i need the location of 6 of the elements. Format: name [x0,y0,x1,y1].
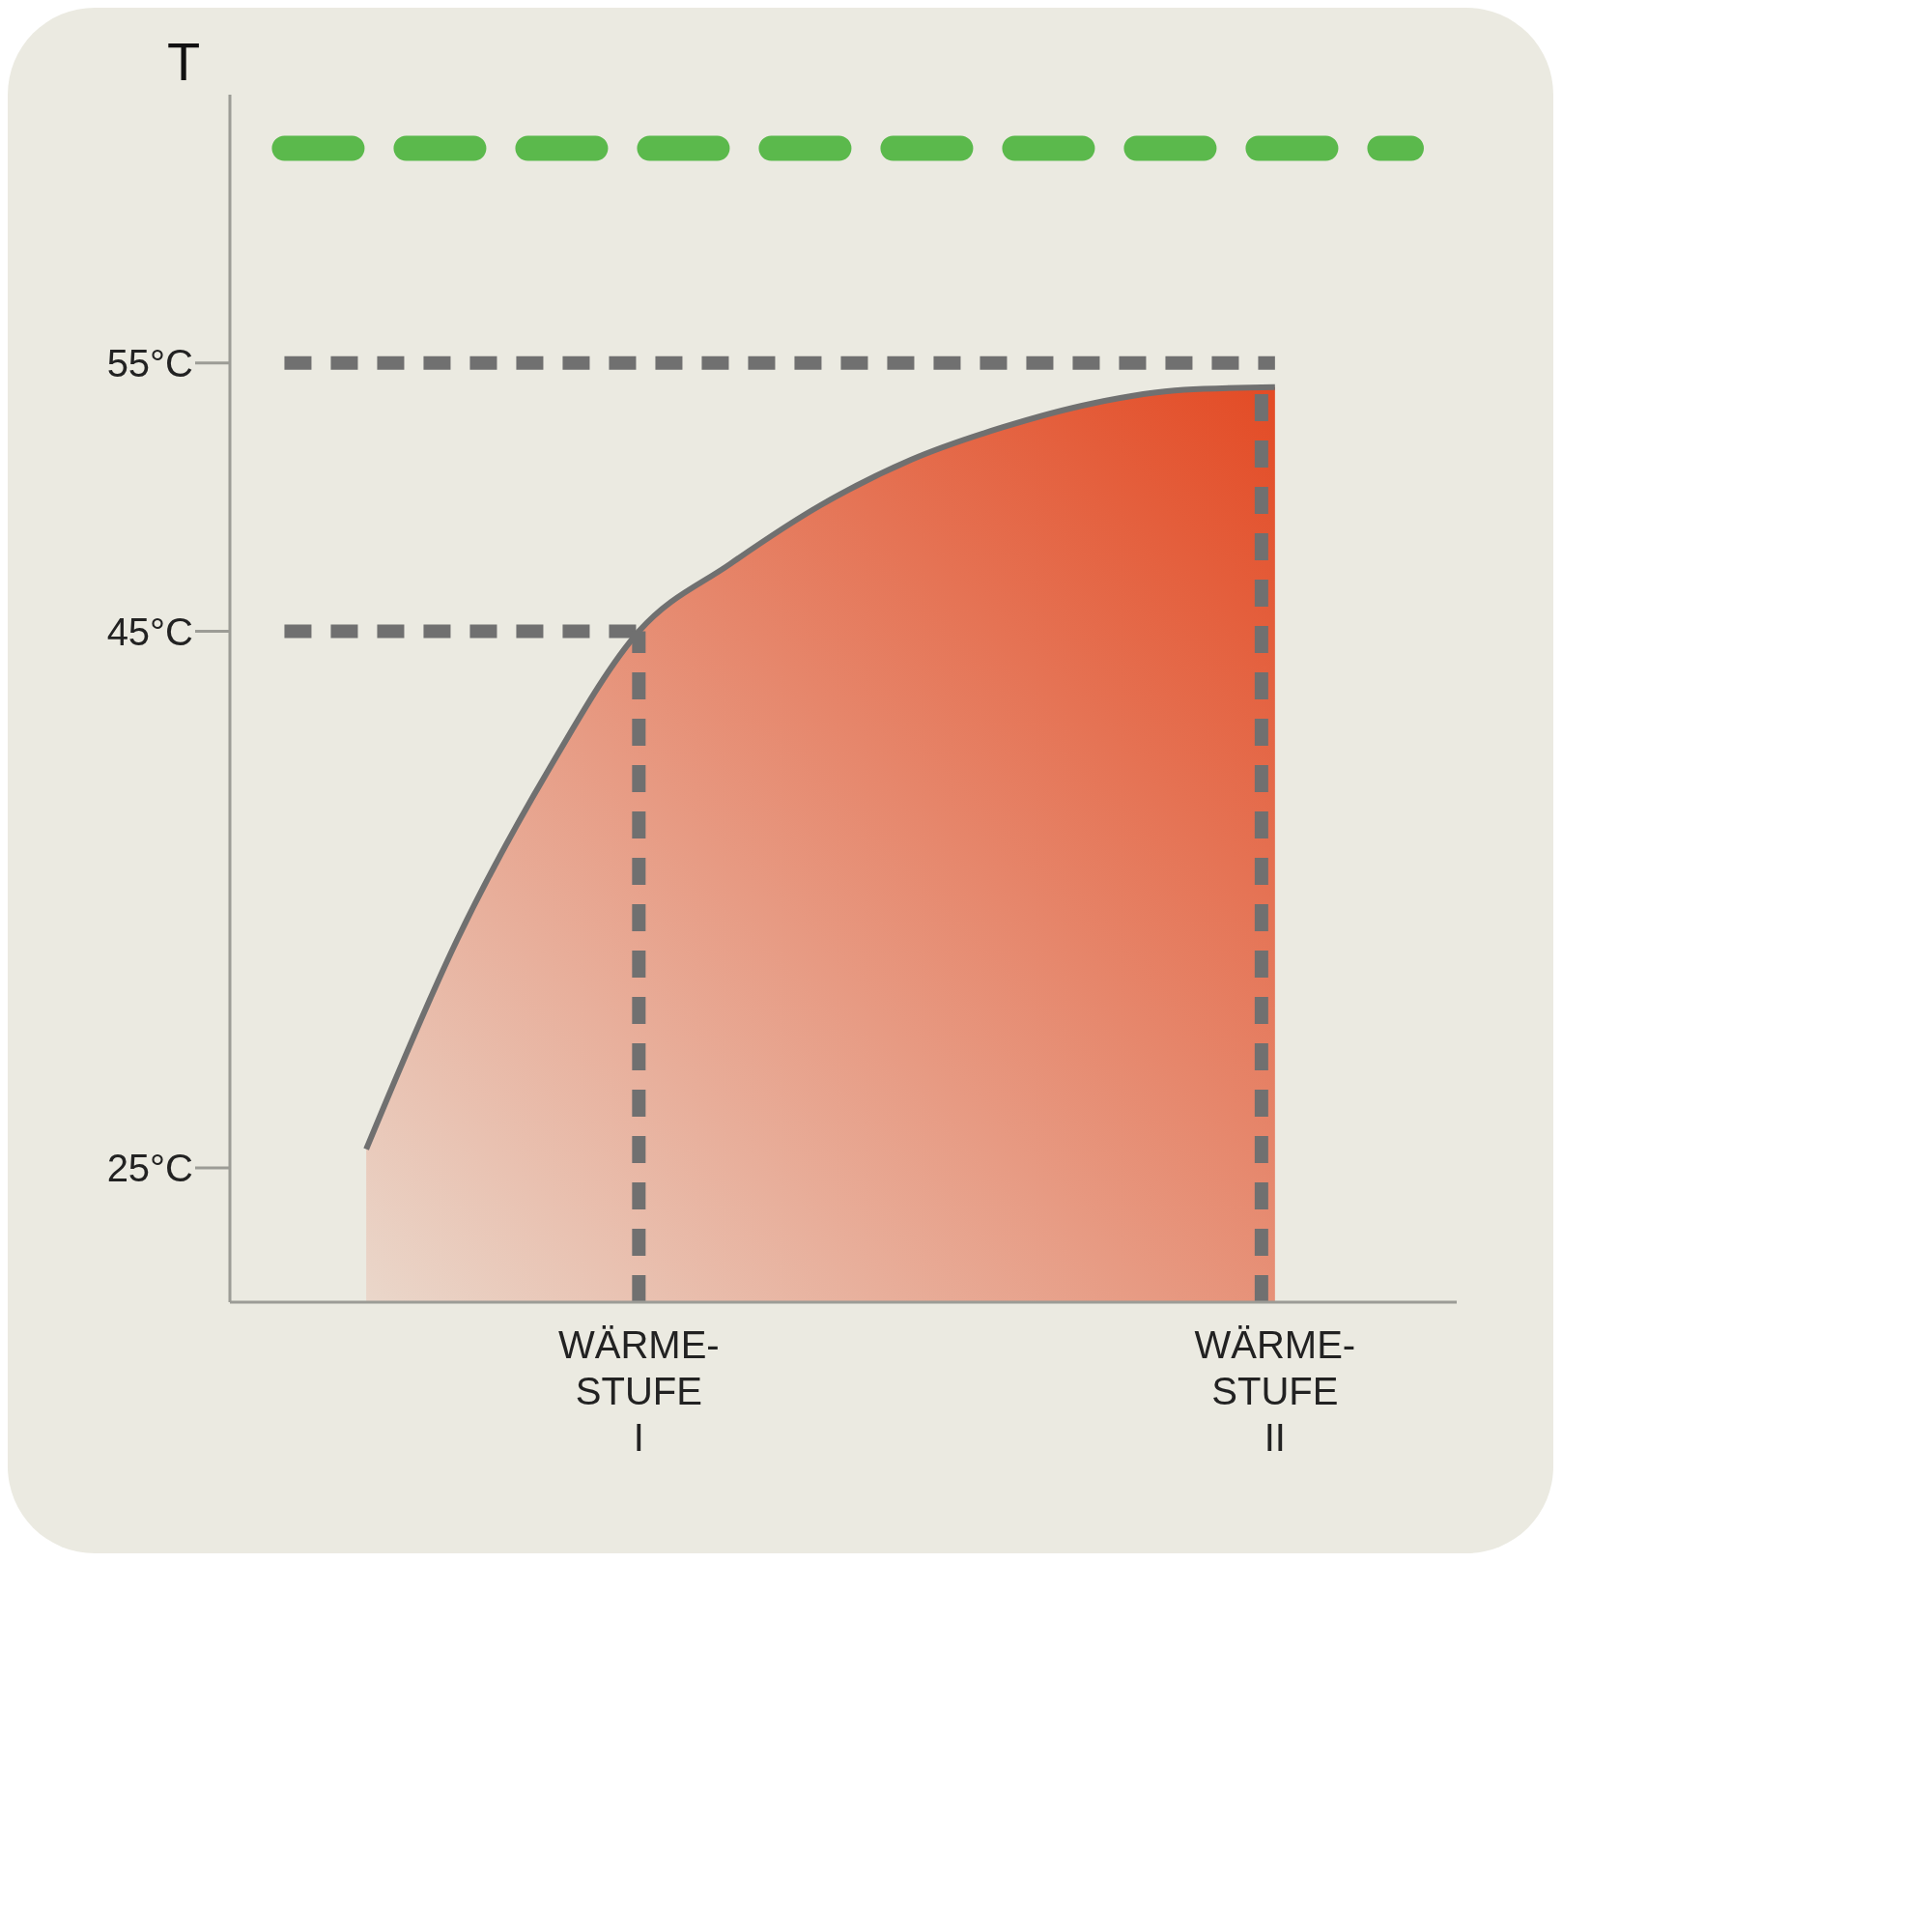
x-tick-label: WÄRME- STUFE II [1194,1323,1356,1459]
y-tick-label: 55°C [106,341,193,384]
x-tick-label: WÄRME- STUFE I [558,1323,720,1459]
y-tick-label: 25°C [106,1147,193,1190]
y-axis-title: T [167,30,201,92]
y-tick-label: 45°C [106,610,193,653]
